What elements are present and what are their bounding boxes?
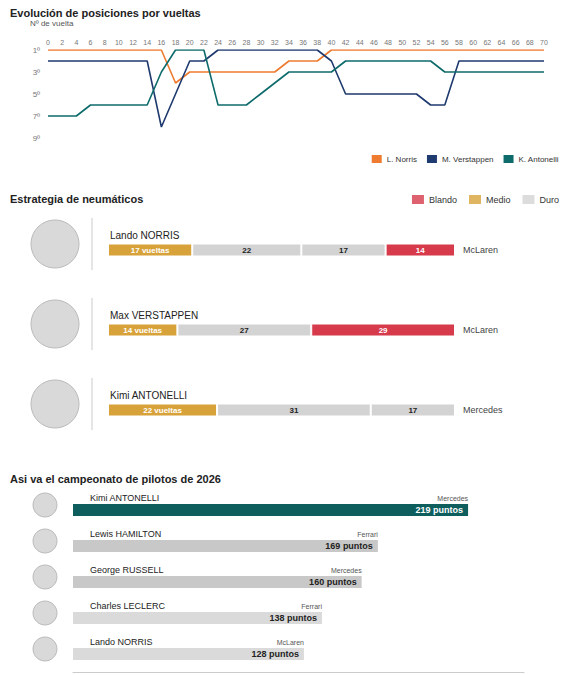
svg-text:14: 14 [416,246,425,255]
svg-text:McLaren: McLaren [463,245,498,255]
svg-text:40: 40 [328,39,336,46]
svg-text:56: 56 [441,39,449,46]
svg-text:2: 2 [60,39,64,46]
svg-text:Mercedes: Mercedes [331,567,362,574]
svg-text:29: 29 [379,326,388,335]
svg-text:Lando NORRIS: Lando NORRIS [110,230,180,241]
svg-text:17 vueltas: 17 vueltas [131,246,170,255]
svg-text:McLaren: McLaren [277,639,304,646]
svg-text:44: 44 [356,39,364,46]
svg-text:6: 6 [89,39,93,46]
svg-text:Lando NORRIS: Lando NORRIS [90,637,153,647]
svg-text:Max VERSTAPPEN: Max VERSTAPPEN [110,310,198,321]
svg-text:Lewis HAMILTON: Lewis HAMILTON [90,529,161,539]
svg-text:22: 22 [200,39,208,46]
svg-text:219 puntos: 219 puntos [416,505,464,515]
svg-text:32: 32 [271,39,279,46]
svg-text:70: 70 [540,39,548,46]
svg-text:M. Verstappen: M. Verstappen [442,155,494,164]
svg-text:8: 8 [103,39,107,46]
svg-text:42: 42 [342,39,350,46]
svg-text:Ferrari: Ferrari [301,603,322,610]
svg-text:24: 24 [214,39,222,46]
svg-text:Estrategia de neumáticos: Estrategia de neumáticos [10,193,143,205]
svg-text:48: 48 [384,39,392,46]
svg-text:3º: 3º [33,68,40,77]
svg-text:Nº de vuelta: Nº de vuelta [30,19,74,28]
svg-text:George RUSSELL: George RUSSELL [90,565,164,575]
svg-text:50: 50 [398,39,406,46]
svg-text:McLaren: McLaren [463,325,498,335]
svg-text:31: 31 [289,406,298,415]
svg-text:22 vueltas: 22 vueltas [143,406,182,415]
svg-text:160 puntos: 160 puntos [309,577,357,587]
svg-text:68: 68 [526,39,534,46]
svg-text:4: 4 [74,39,78,46]
svg-text:16: 16 [157,39,165,46]
svg-text:K. Antonelli: K. Antonelli [519,155,559,164]
svg-text:28: 28 [243,39,251,46]
svg-text:Charles LECLERC: Charles LECLERC [90,601,166,611]
svg-text:Duro: Duro [539,195,559,205]
svg-text:5º: 5º [33,90,40,99]
svg-text:138 puntos: 138 puntos [269,613,317,623]
svg-text:17: 17 [339,246,348,255]
svg-text:26: 26 [228,39,236,46]
svg-text:Blando: Blando [429,195,457,205]
svg-text:7º: 7º [33,112,40,121]
svg-text:Medio: Medio [486,195,511,205]
svg-text:12: 12 [129,39,137,46]
svg-text:60: 60 [469,39,477,46]
svg-text:22: 22 [242,246,251,255]
svg-text:52: 52 [413,39,421,46]
svg-text:64: 64 [498,39,506,46]
svg-text:34: 34 [285,39,293,46]
svg-text:14: 14 [143,39,151,46]
svg-text:Evolución de posiciones por vu: Evolución de posiciones por vueltas [10,7,201,19]
svg-text:Kimi ANTONELLI: Kimi ANTONELLI [110,390,187,401]
svg-text:L. Norris: L. Norris [387,155,417,164]
svg-text:38: 38 [313,39,321,46]
svg-text:18: 18 [172,39,180,46]
svg-text:20: 20 [186,39,194,46]
svg-text:Mercedes: Mercedes [437,495,468,502]
svg-text:14 vueltas: 14 vueltas [123,326,162,335]
svg-text:46: 46 [370,39,378,46]
svg-text:Ferrari: Ferrari [357,531,378,538]
svg-text:9º: 9º [33,134,40,143]
svg-text:128 puntos: 128 puntos [251,649,299,659]
svg-text:10: 10 [115,39,123,46]
svg-text:Mercedes: Mercedes [463,405,503,415]
svg-text:17: 17 [408,406,417,415]
svg-text:0: 0 [46,39,50,46]
svg-text:62: 62 [483,39,491,46]
svg-text:1º: 1º [33,46,40,55]
svg-text:54: 54 [427,39,435,46]
svg-text:27: 27 [240,326,249,335]
svg-text:66: 66 [512,39,520,46]
svg-text:169 puntos: 169 puntos [325,541,373,551]
svg-text:36: 36 [299,39,307,46]
svg-text:30: 30 [257,39,265,46]
svg-text:Asi va el campeonato de piloto: Asi va el campeonato de pilotos de 2026 [10,473,221,485]
svg-text:Kimi ANTONELLI: Kimi ANTONELLI [90,493,159,503]
svg-text:58: 58 [455,39,463,46]
